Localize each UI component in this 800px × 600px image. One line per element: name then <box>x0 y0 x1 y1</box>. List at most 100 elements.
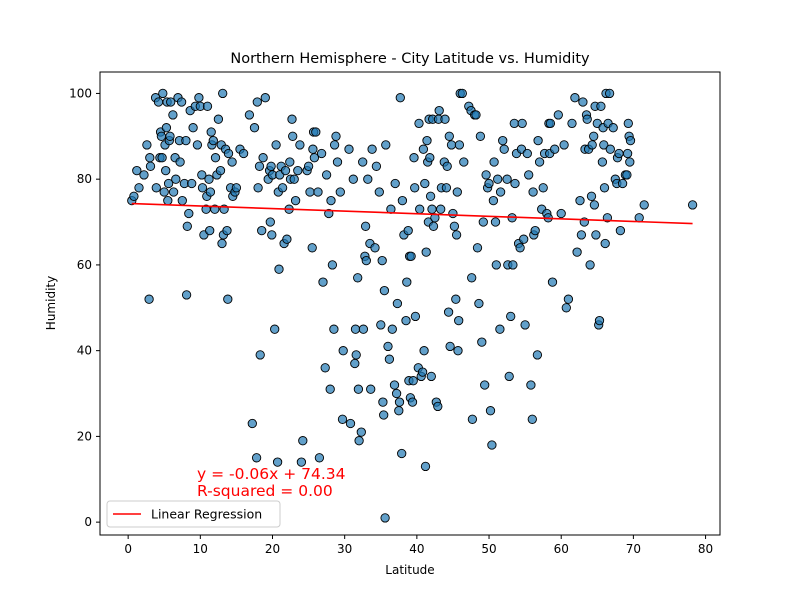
data-point <box>499 144 509 154</box>
data-point <box>608 123 618 133</box>
x-tick-label: 40 <box>409 542 424 556</box>
data-point <box>356 427 366 437</box>
data-point <box>576 230 587 240</box>
data-point <box>446 140 457 150</box>
data-point <box>197 183 208 193</box>
data-point <box>617 178 628 189</box>
data-point <box>274 264 284 274</box>
data-point <box>145 161 156 171</box>
data-point <box>153 97 164 107</box>
data-point <box>421 247 431 257</box>
data-point <box>175 157 185 167</box>
data-point <box>504 371 514 382</box>
data-point <box>249 123 260 133</box>
data-point <box>589 200 600 210</box>
data-point <box>351 350 361 360</box>
data-point <box>238 148 249 159</box>
data-point <box>524 170 534 180</box>
data-point <box>387 324 397 334</box>
data-point <box>360 221 371 231</box>
data-point <box>484 178 494 189</box>
data-point <box>397 448 407 459</box>
data-point <box>454 140 465 150</box>
data-point <box>687 200 698 210</box>
data-point <box>508 260 518 270</box>
data-point <box>151 183 161 193</box>
data-point <box>634 213 644 223</box>
data-point <box>401 315 411 326</box>
y-tick-label: 40 <box>77 344 92 358</box>
data-point <box>129 191 139 201</box>
data-point <box>440 114 450 124</box>
data-point <box>428 221 439 231</box>
data-point <box>457 88 467 99</box>
data-point <box>277 183 288 193</box>
data-point <box>472 243 483 253</box>
data-point <box>258 153 268 163</box>
y-tick-label: 100 <box>69 86 92 100</box>
x-tick-label: 60 <box>554 542 569 556</box>
data-point <box>205 187 216 197</box>
data-point <box>354 436 364 446</box>
data-point <box>589 131 599 141</box>
data-point <box>599 140 609 150</box>
x-axis-ticks: 0 10 20 30 40 50 60 70 80 <box>124 535 713 556</box>
data-point <box>575 195 585 206</box>
data-point <box>639 200 649 210</box>
data-point <box>480 380 490 390</box>
data-point <box>266 161 276 171</box>
data-point <box>407 397 418 407</box>
data-point <box>453 346 463 356</box>
data-point <box>132 165 142 176</box>
data-point <box>305 187 315 197</box>
data-point <box>585 260 595 270</box>
data-point <box>433 401 443 412</box>
plot-frame <box>99 71 721 536</box>
data-point <box>420 461 431 472</box>
data-point <box>376 320 386 330</box>
data-point <box>290 195 301 206</box>
y-axis-label: Humidity <box>44 276 58 330</box>
data-point <box>381 140 391 150</box>
data-point <box>419 346 429 356</box>
data-point <box>168 110 178 120</box>
data-point <box>493 174 503 184</box>
data-point <box>445 341 455 352</box>
data-point <box>520 320 530 330</box>
x-tick-label: 20 <box>265 542 280 556</box>
data-point <box>567 118 577 129</box>
data-point <box>223 148 234 159</box>
data-point <box>255 350 265 360</box>
data-point <box>502 174 512 184</box>
data-point <box>454 315 464 326</box>
data-point <box>550 144 560 154</box>
data-point <box>547 277 558 287</box>
data-point <box>406 251 416 261</box>
data-point <box>187 178 197 189</box>
regression-line <box>131 202 693 225</box>
data-point <box>383 341 393 352</box>
data-point <box>451 230 462 240</box>
data-point <box>410 183 420 193</box>
data-point <box>615 225 626 236</box>
data-point <box>288 131 298 141</box>
data-point <box>142 140 152 150</box>
data-point <box>553 110 563 120</box>
data-point <box>252 97 262 107</box>
data-point <box>358 324 369 334</box>
data-point <box>204 174 214 184</box>
data-point <box>515 243 525 253</box>
data-point <box>320 363 330 373</box>
x-axis-label: Latitude <box>385 563 434 577</box>
data-point <box>171 174 181 184</box>
data-point <box>434 105 444 116</box>
data-point <box>394 397 405 407</box>
data-point <box>409 153 419 163</box>
y-tick-label: 80 <box>77 172 92 186</box>
data-point <box>296 457 307 467</box>
data-point <box>358 157 368 167</box>
data-point <box>307 243 317 253</box>
data-point <box>422 135 432 146</box>
data-point <box>244 110 255 120</box>
